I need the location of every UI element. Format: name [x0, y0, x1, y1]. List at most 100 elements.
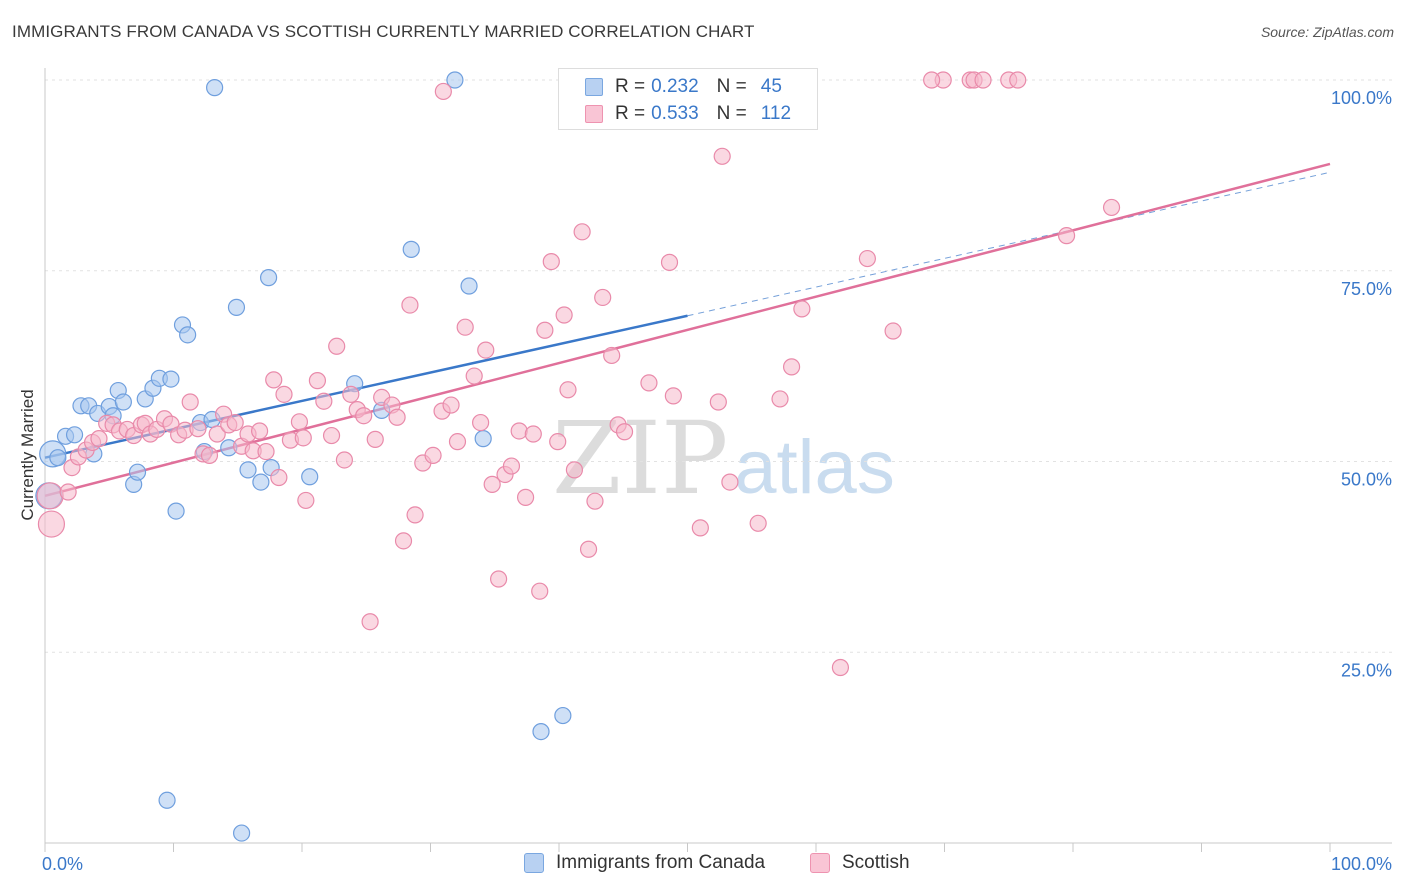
point-scottish [200, 446, 219, 464]
axes [44, 68, 1392, 852]
legend-r-label: R = [615, 103, 646, 124]
correlation-legend: R = 0.232 N = 45 R = 0.533 N = 112 [558, 68, 818, 130]
legend-swatch-canada [585, 78, 603, 96]
point-canada [239, 461, 257, 479]
point-scottish [516, 488, 535, 506]
point-scottish [328, 337, 346, 355]
point-scottish [290, 413, 309, 431]
point-canada [49, 449, 67, 467]
point-scottish [858, 249, 877, 268]
legend-swatch-scottish [585, 105, 603, 123]
trend-line-canada-extension [687, 171, 1331, 317]
legend-n-label: N = [716, 76, 747, 97]
point-canada [474, 430, 492, 448]
point-scottish [270, 468, 288, 487]
point-canada [252, 473, 270, 491]
point-scottish [640, 374, 658, 392]
point-scottish [615, 423, 634, 441]
legend-label-scottish: Scottish [842, 852, 910, 873]
point-scottish [555, 306, 573, 324]
legend-label-canada: Immigrants from Canada [556, 852, 766, 873]
legend-swatch-scottish [810, 853, 830, 873]
point-canada [167, 502, 185, 520]
point-scottish [721, 473, 739, 491]
point-scottish [366, 430, 384, 448]
point-scottish [208, 425, 226, 443]
point-scottish [442, 396, 460, 414]
point-scottish [90, 430, 108, 448]
legend-row-canada: R = 0.232 N = 45 [585, 75, 782, 99]
point-scottish [524, 425, 542, 443]
point-scottish [36, 482, 64, 510]
point-scottish [660, 253, 679, 271]
point-canada [460, 277, 478, 295]
point-scottish [831, 658, 850, 677]
point-scottish [749, 514, 767, 532]
point-scottish [510, 422, 528, 440]
point-scottish [465, 367, 483, 385]
point-scottish [477, 341, 495, 359]
point-scottish [315, 392, 333, 410]
point-scottish [37, 510, 66, 538]
point-scottish [297, 491, 315, 510]
data-points [35, 71, 1121, 842]
source-credit: Source: ZipAtlas.com [1260, 24, 1394, 40]
y-tick-label: 25.0% [1341, 660, 1392, 680]
tick-labels: 100.0% 75.0% 50.0% 25.0% 0.0% 100.0% [42, 88, 1392, 874]
point-scottish [884, 322, 902, 340]
point-scottish [691, 519, 709, 537]
point-canada [301, 468, 319, 486]
point-canada [114, 393, 132, 411]
point-scottish [771, 390, 789, 408]
point-canada [206, 79, 224, 97]
legend-r-value: 0.533 [651, 103, 699, 124]
point-scottish [793, 300, 811, 318]
point-canada [554, 706, 572, 725]
point-scottish [1009, 71, 1027, 89]
y-axis-label: Currently Married [18, 389, 37, 521]
y-tick-label: 75.0% [1341, 279, 1392, 299]
point-scottish [275, 385, 293, 403]
point-canada [179, 326, 197, 344]
point-scottish [257, 442, 275, 461]
point-scottish [542, 252, 560, 271]
legend-r-value: 0.232 [651, 76, 699, 97]
x-tick-label: 100.0% [1331, 854, 1392, 874]
point-scottish [603, 346, 621, 365]
point-canada [158, 791, 176, 809]
legend-n-label: N = [716, 103, 747, 124]
point-canada [402, 240, 420, 258]
point-scottish [573, 223, 591, 241]
point-scottish [388, 408, 406, 426]
legend-r-label: R = [615, 76, 646, 97]
point-scottish [782, 358, 801, 376]
point-scottish [424, 446, 442, 464]
point-scottish [335, 451, 354, 469]
point-scottish [265, 371, 283, 389]
point-scottish [448, 433, 467, 451]
y-tick-label: 50.0% [1341, 470, 1392, 490]
point-scottish [394, 532, 413, 550]
point-scottish [974, 71, 992, 89]
point-scottish [189, 420, 207, 438]
point-scottish [472, 413, 490, 432]
y-tick-label: 100.0% [1331, 88, 1392, 108]
legend-item-canada[interactable]: Immigrants from Canada [524, 852, 765, 874]
point-canada [162, 370, 180, 388]
point-canada [446, 71, 464, 89]
chart-title: IMMIGRANTS FROM CANADA VS SCOTTISH CURRE… [12, 22, 755, 41]
legend-row-scottish: R = 0.533 N = 112 [585, 102, 791, 126]
series-legend: Immigrants from Canada Scottish [0, 852, 1406, 876]
point-scottish [250, 422, 269, 440]
legend-item-scottish[interactable]: Scottish [810, 852, 910, 874]
point-canada [532, 723, 550, 741]
point-scottish [594, 288, 612, 307]
grid-lines [45, 79, 1392, 653]
point-scottish [294, 429, 312, 447]
point-scottish [342, 385, 360, 403]
point-scottish [579, 540, 598, 558]
point-scottish [322, 426, 341, 445]
point-scottish [536, 321, 554, 339]
point-scottish [59, 483, 77, 501]
point-scottish [709, 393, 727, 411]
